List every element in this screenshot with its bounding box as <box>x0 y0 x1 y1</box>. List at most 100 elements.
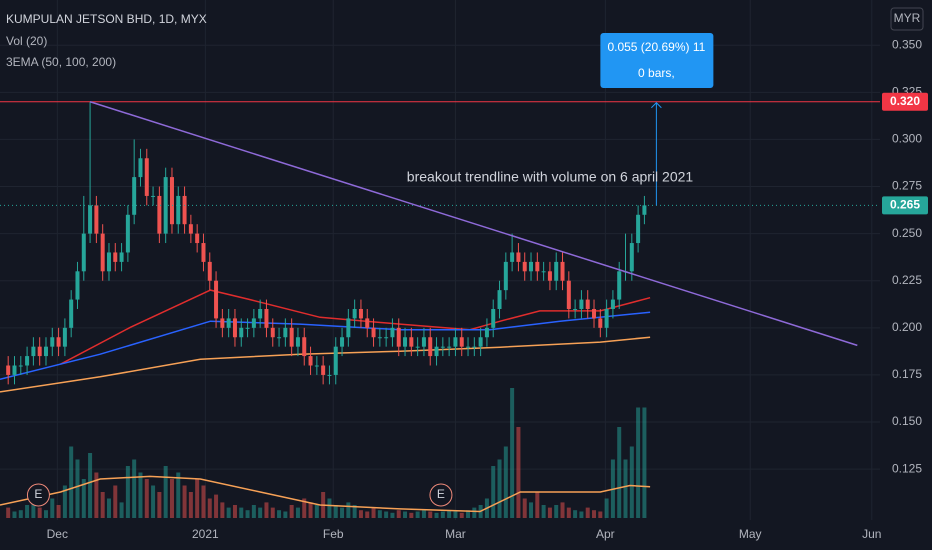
volume-bar <box>409 512 414 518</box>
currency-box[interactable] <box>890 7 924 31</box>
x-tick-label: Apr <box>596 527 615 541</box>
volume-bar <box>585 507 590 518</box>
volume-bar <box>403 511 408 518</box>
volume-bar <box>434 512 439 518</box>
candle-body <box>453 337 458 347</box>
candle-body <box>585 299 590 309</box>
event-marker[interactable] <box>429 483 453 507</box>
volume-bar <box>169 479 174 518</box>
volume-bar <box>138 472 143 518</box>
volume-bar <box>629 446 634 518</box>
candle-body <box>314 365 319 367</box>
volume-bar <box>214 494 219 518</box>
volume-bar <box>623 459 628 518</box>
volume-bar <box>81 479 86 518</box>
candle-body <box>604 308 609 328</box>
event-marker[interactable] <box>26 483 50 507</box>
volume-ma <box>0 475 651 513</box>
volume-bar <box>421 510 426 518</box>
candle-body <box>466 346 471 348</box>
volume-bar <box>151 485 156 518</box>
volume-bar <box>491 466 496 518</box>
volume-bar <box>333 505 338 518</box>
volume-bar <box>340 507 345 518</box>
candle-body <box>251 318 256 328</box>
candle-body <box>144 158 149 196</box>
volume-bar <box>415 511 420 518</box>
candle-body <box>346 318 351 338</box>
volume-bar <box>245 510 250 518</box>
volume-bar <box>188 492 193 518</box>
volume-bar <box>503 446 508 518</box>
x-tick-label: May <box>739 527 762 541</box>
candle-body <box>629 243 634 272</box>
volume-bar <box>510 388 515 518</box>
candle-body <box>182 195 187 225</box>
y-tick-label: 0.350 <box>892 37 922 51</box>
candle-body <box>125 214 130 253</box>
candle-body <box>472 346 477 348</box>
candle-body <box>239 327 244 338</box>
price-tag <box>882 196 928 215</box>
candle-body <box>138 158 143 178</box>
volume-bar <box>119 502 124 518</box>
candle-body <box>119 252 124 262</box>
candle-body <box>484 327 489 338</box>
candle-body <box>447 346 452 348</box>
volume-bar <box>182 485 187 518</box>
candle-body <box>396 327 401 347</box>
candle-body <box>617 271 622 300</box>
volume-bar <box>327 498 332 518</box>
candle-body <box>132 177 137 215</box>
candle-body <box>340 337 345 347</box>
volume-bar <box>516 427 521 518</box>
volume-bar <box>94 472 99 518</box>
candle-body <box>195 233 200 244</box>
indicator-label: Vol (20) <box>6 34 47 48</box>
candle-body <box>163 177 168 234</box>
x-tick-label: 2021 <box>192 527 219 541</box>
y-tick-label: 0.200 <box>892 320 922 334</box>
candle-body <box>226 318 231 328</box>
volume-bar <box>43 510 48 518</box>
candle-body <box>201 243 206 262</box>
candle-body <box>592 308 597 319</box>
candle-body <box>258 308 263 319</box>
candle-body <box>43 346 48 357</box>
volume-bar <box>604 498 609 518</box>
ema-line <box>0 336 651 393</box>
volume-bar <box>144 479 149 518</box>
volume-bar <box>560 502 565 518</box>
candle-body <box>321 365 326 375</box>
volume-bar <box>541 505 546 518</box>
volume-bar <box>277 510 282 518</box>
volume-bar <box>352 505 357 518</box>
volume-bar <box>258 507 263 518</box>
volume-bar <box>31 502 36 518</box>
ema-line <box>60 289 651 365</box>
volume-bar <box>289 505 294 518</box>
candle-body <box>169 177 174 225</box>
volume-bar <box>529 502 534 518</box>
candle-body <box>295 337 300 347</box>
candle-body <box>522 261 527 272</box>
volume-bar <box>636 407 641 518</box>
volume-bar <box>554 505 559 518</box>
volume-bar <box>346 502 351 518</box>
candle-body <box>610 299 615 309</box>
volume-bar <box>100 492 105 518</box>
candle-body <box>421 337 426 347</box>
volume-bar <box>50 498 55 518</box>
volume-bar <box>358 510 363 518</box>
candle-body <box>207 261 212 281</box>
measure-box <box>600 33 714 88</box>
volume-bar <box>396 510 401 518</box>
volume-bar <box>239 507 244 518</box>
volume-bar <box>163 466 168 518</box>
plot: 0.055 (20.69%) 11 0 bars, E E <box>0 33 880 518</box>
price-axis: 0.3500.3250.3000.2750.2500.2250.2000.175… <box>47 37 928 541</box>
currency[interactable]: MYR <box>894 11 921 25</box>
y-tick-label: 0.175 <box>892 367 922 381</box>
candle-body <box>497 290 502 309</box>
